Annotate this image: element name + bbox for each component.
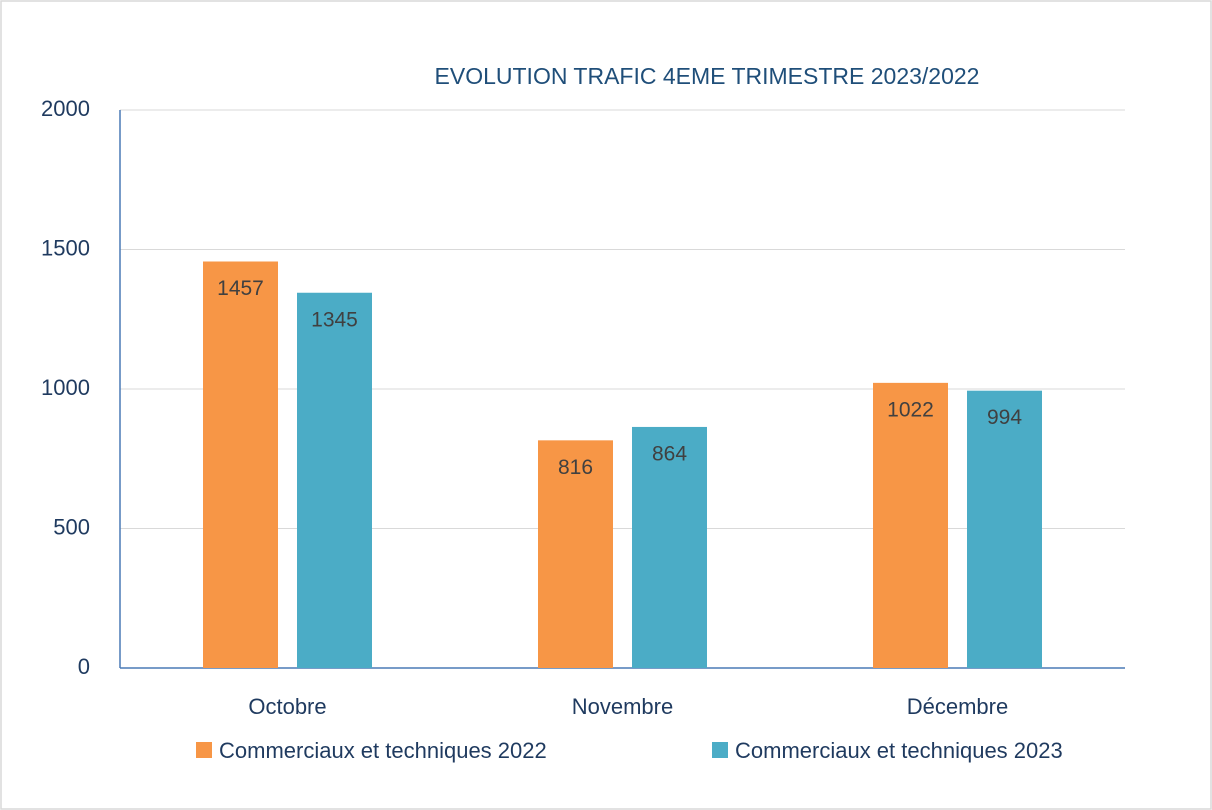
bar — [203, 261, 278, 668]
y-tick-label: 2000 — [41, 96, 90, 121]
bar — [873, 382, 948, 668]
x-tick-label: Octobre — [248, 694, 326, 719]
x-tick-label: Novembre — [572, 694, 673, 719]
value-label: 1457 — [217, 277, 264, 300]
bar — [632, 426, 707, 668]
value-label: 1022 — [887, 398, 934, 421]
value-label: 994 — [987, 406, 1022, 429]
bar — [538, 440, 613, 668]
legend-label: Commerciaux et techniques 2022 — [219, 738, 547, 763]
y-tick-label: 500 — [53, 514, 90, 539]
chart-title: EVOLUTION TRAFIC 4EME TRIMESTRE 2023/202… — [435, 63, 980, 89]
value-label: 816 — [558, 456, 593, 479]
value-label: 864 — [652, 442, 687, 465]
y-tick-label: 1500 — [41, 235, 90, 260]
legend-label: Commerciaux et techniques 2023 — [735, 738, 1063, 763]
y-tick-label: 1000 — [41, 375, 90, 400]
legend-swatch — [196, 742, 212, 758]
bar — [967, 390, 1042, 668]
legend-swatch — [712, 742, 728, 758]
y-tick-label: 0 — [78, 654, 90, 679]
bar — [297, 292, 372, 668]
value-label: 1345 — [311, 308, 358, 331]
x-tick-label: Décembre — [907, 694, 1008, 719]
